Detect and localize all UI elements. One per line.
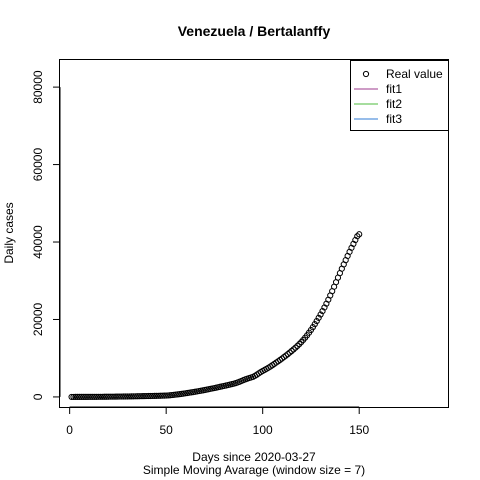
data-point (99, 393, 106, 400)
data-point (145, 392, 152, 400)
x-tick-label: 50 (159, 423, 173, 437)
legend-marker (362, 70, 370, 78)
data-point (356, 231, 363, 238)
data-point (95, 393, 102, 400)
x-tick-label: 0 (66, 423, 73, 437)
data-point (74, 393, 81, 401)
data-point (155, 392, 162, 399)
data-point (161, 392, 168, 399)
data-point (109, 393, 116, 400)
data-point (85, 393, 93, 400)
data-point (76, 393, 83, 400)
data-point (97, 393, 104, 400)
data-point (134, 393, 141, 400)
data-point (83, 393, 91, 400)
data-point (296, 340, 303, 348)
y-tick-label: 20000 (31, 302, 45, 336)
data-point (286, 349, 293, 356)
y-tick-label: 0 (31, 393, 45, 400)
y-tick-label: 80000 (31, 70, 45, 104)
y-tick-label: 60000 (31, 148, 45, 182)
data-point (294, 342, 301, 349)
data-point (80, 393, 87, 400)
data-point (164, 392, 172, 399)
data-point (87, 393, 94, 400)
data-point (91, 393, 98, 400)
data-point (116, 393, 123, 400)
axes: 0 50 100 150 0 20000 40000 60000 80000 (31, 70, 370, 437)
data-point (124, 393, 131, 400)
data-point (107, 393, 114, 400)
data-point (105, 393, 112, 400)
data-point (122, 393, 129, 400)
data-point (354, 233, 361, 240)
data-point (319, 307, 326, 315)
data-point (311, 321, 318, 328)
data-point (315, 314, 322, 321)
data-point (163, 392, 170, 399)
data-point (159, 392, 166, 399)
data-point (72, 393, 79, 401)
data-points (68, 231, 363, 401)
legend-label: fit3 (386, 112, 402, 126)
data-point (93, 393, 100, 400)
data-point (132, 393, 139, 400)
data-point (292, 344, 299, 351)
x-tick-label: 150 (349, 423, 369, 437)
data-point (141, 393, 149, 400)
data-point (153, 392, 160, 399)
data-point (128, 393, 135, 400)
x-tick-label: 100 (253, 423, 273, 437)
data-point (68, 393, 75, 401)
data-point (290, 346, 297, 353)
data-point (139, 393, 147, 400)
x-axis-label: Days since 2020-03-27 (192, 450, 316, 464)
data-point (103, 393, 110, 400)
data-point (157, 392, 164, 399)
data-point (126, 393, 133, 400)
data-point (112, 393, 120, 400)
data-point (120, 393, 127, 400)
data-point (130, 393, 137, 400)
data-point (70, 393, 77, 401)
legend-label: fit2 (386, 97, 402, 111)
data-point (78, 393, 85, 400)
legend-label: fit1 (386, 82, 402, 96)
data-point (143, 392, 150, 400)
data-point (89, 393, 96, 400)
data-point (118, 393, 125, 400)
data-point (136, 393, 143, 400)
data-point (81, 393, 89, 400)
data-point (147, 392, 154, 400)
data-point (288, 347, 295, 355)
data-point (114, 393, 122, 400)
legend-label: Real value (386, 67, 443, 81)
data-point (110, 393, 118, 400)
data-point (101, 393, 108, 400)
data-point (151, 392, 158, 400)
data-point (317, 311, 324, 318)
data-point (313, 317, 320, 325)
data-point (137, 393, 145, 400)
x-axis-sublabel: Simple Moving Avarage (window size = 7) (143, 463, 365, 477)
chart-title: Venezuela / Bertalanffy (178, 23, 331, 39)
y-axis-label: Daily cases (2, 202, 16, 263)
y-tick-label: 40000 (31, 225, 45, 259)
data-point (149, 392, 156, 400)
